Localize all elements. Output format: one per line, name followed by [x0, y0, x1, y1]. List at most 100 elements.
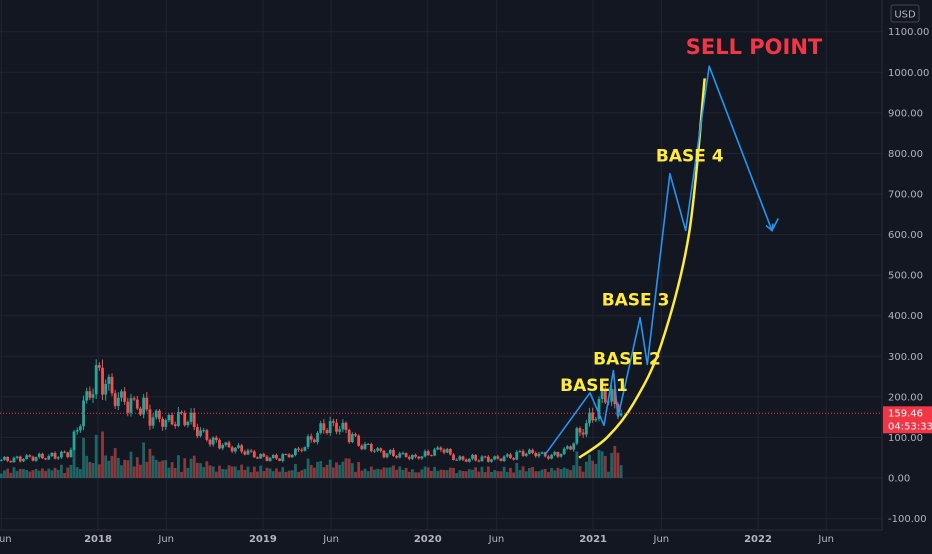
- volume-bar: [300, 470, 304, 478]
- volume-bar: [388, 467, 392, 478]
- volume-bar: [271, 471, 275, 478]
- volume-bar: [259, 465, 263, 478]
- candle-body: [572, 443, 576, 450]
- candle-body: [455, 459, 459, 461]
- annotation-base: BASE 4: [656, 147, 724, 167]
- candle-body: [411, 454, 414, 459]
- candle-body: [91, 394, 95, 398]
- volume-bar: [186, 467, 190, 478]
- volume-bar: [243, 469, 247, 478]
- candle-body: [28, 455, 32, 457]
- candle-body: [575, 428, 579, 444]
- candle-body: [420, 456, 424, 459]
- volume-bar: [496, 471, 500, 478]
- candle-body: [341, 422, 345, 430]
- volume-bar: [569, 470, 572, 478]
- candle-body: [471, 454, 474, 459]
- volume-bar: [455, 473, 459, 478]
- volume-bar: [126, 460, 130, 478]
- price-axis[interactable]: USD -100.00 0.00 100.00 200.00 300.00 400.00 5…: [881, 0, 932, 530]
- projection-arrowhead: [765, 223, 774, 233]
- candle-body: [145, 397, 149, 410]
- currency-box[interactable]: [890, 4, 920, 23]
- candle-body: [509, 454, 512, 459]
- volume-bar: [290, 470, 294, 478]
- candle-body: [249, 450, 253, 452]
- volume-bar: [170, 462, 174, 478]
- candle-body: [584, 423, 588, 435]
- candle-body: [199, 430, 202, 437]
- volume-bar: [230, 466, 234, 478]
- candle-body: [518, 451, 522, 453]
- volume-bar: [499, 471, 503, 478]
- price-tag-value: 159.46: [888, 408, 923, 419]
- volume-bar: [417, 472, 421, 478]
- candle-body: [499, 458, 503, 461]
- volume-bar: [594, 463, 598, 478]
- candle-body: [170, 415, 174, 425]
- candle-body: [69, 449, 73, 458]
- volume-bar: [493, 470, 497, 478]
- candle-body: [34, 457, 38, 461]
- candle-body: [126, 401, 130, 413]
- volume-bar: [309, 464, 313, 478]
- volume-bar: [369, 466, 373, 478]
- volume-bar: [578, 466, 582, 478]
- volume-bar: [616, 452, 620, 478]
- candle-body: [309, 436, 313, 440]
- volume-bar: [575, 451, 579, 478]
- volume-bar: [581, 471, 585, 478]
- candle-body: [281, 454, 285, 461]
- candle-body: [316, 432, 319, 443]
- time-axis[interactable]: Jun 2018 Jun 2019 Jun 2020 Jun 2021 Jun 2022 Jun: [0, 529, 932, 550]
- y-tick-label: 300.00: [888, 352, 923, 363]
- candle-body: [467, 458, 471, 462]
- x-tick-label: Jun: [0, 534, 12, 545]
- volume-bar: [486, 466, 490, 478]
- volume-bar: [195, 462, 199, 478]
- candle-body: [477, 460, 481, 462]
- candle-body: [335, 422, 338, 432]
- candle-body: [50, 452, 54, 456]
- price-tag: 159.46 04:53:33: [883, 406, 932, 434]
- candle-body: [256, 457, 259, 459]
- volume-bar: [148, 448, 152, 478]
- volume-bar: [546, 472, 550, 478]
- volume-bar: [429, 470, 433, 478]
- volume-bar: [221, 469, 225, 478]
- y-tick-label: 200.00: [888, 392, 923, 403]
- candle-body: [53, 452, 57, 459]
- candle-body: [322, 423, 326, 431]
- volume-bar: [395, 469, 399, 478]
- candle-body: [12, 457, 16, 463]
- candle-body: [398, 453, 402, 458]
- volume-bar: [101, 431, 104, 478]
- candle-body: [88, 391, 92, 398]
- candle-body: [6, 456, 10, 461]
- volume-bar: [524, 471, 528, 478]
- candle-body: [521, 451, 525, 456]
- volume-bar: [354, 471, 357, 478]
- volume-bar: [164, 460, 168, 478]
- candle-body: [436, 447, 440, 450]
- volume-bar: [505, 471, 509, 478]
- parabolic-curve: [578, 78, 706, 459]
- candle-body: [325, 430, 329, 433]
- volume-bar: [281, 467, 285, 478]
- candle-body: [395, 456, 399, 458]
- volume-bar: [82, 437, 85, 478]
- volume-bar: [474, 467, 478, 478]
- volume-bar: [331, 467, 335, 478]
- candle-body: [189, 412, 193, 422]
- volume-bar: [161, 460, 164, 478]
- candle-body: [44, 458, 47, 460]
- candle-body: [252, 451, 256, 458]
- candle-body: [357, 435, 361, 446]
- candle-body: [300, 449, 304, 451]
- volume-bar: [135, 457, 139, 478]
- price-tag-background: [883, 406, 932, 434]
- candle-body: [82, 400, 85, 427]
- x-ticks: Jun 2018 Jun 2019 Jun 2020 Jun 2021 Jun 2022 Jun: [0, 534, 834, 545]
